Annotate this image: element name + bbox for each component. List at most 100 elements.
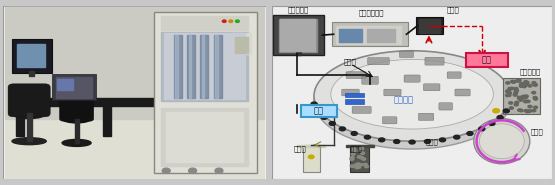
FancyBboxPatch shape (367, 58, 389, 65)
Ellipse shape (314, 53, 510, 149)
Bar (29, 71, 34, 76)
Circle shape (440, 138, 446, 142)
Bar (161, 16, 248, 30)
Bar (202, 35, 204, 98)
Circle shape (507, 94, 511, 96)
Circle shape (528, 85, 532, 87)
Circle shape (467, 132, 473, 135)
Text: 選別: 選別 (314, 107, 324, 116)
FancyBboxPatch shape (404, 75, 420, 82)
Circle shape (514, 88, 518, 90)
Text: 搬送板: 搬送板 (344, 58, 356, 65)
Bar (345, 100, 365, 104)
Bar (367, 29, 395, 42)
FancyBboxPatch shape (154, 12, 257, 173)
Circle shape (506, 82, 510, 84)
Circle shape (311, 102, 317, 106)
Circle shape (509, 107, 513, 109)
Circle shape (350, 165, 354, 167)
FancyBboxPatch shape (352, 106, 371, 113)
Circle shape (351, 132, 357, 135)
Circle shape (309, 155, 314, 159)
Circle shape (509, 102, 513, 104)
Circle shape (355, 166, 359, 169)
Circle shape (533, 84, 537, 86)
Circle shape (379, 138, 385, 142)
Circle shape (533, 84, 537, 86)
Circle shape (533, 106, 537, 109)
Circle shape (533, 98, 538, 100)
Bar (303, 145, 320, 172)
Circle shape (510, 87, 514, 90)
Circle shape (493, 109, 500, 113)
Circle shape (364, 163, 367, 166)
Circle shape (489, 122, 495, 125)
Circle shape (223, 20, 226, 22)
Circle shape (506, 94, 509, 97)
FancyBboxPatch shape (274, 15, 324, 55)
Text: 制御モニタ: 制御モニタ (288, 6, 309, 13)
Circle shape (503, 109, 509, 113)
Circle shape (339, 127, 346, 131)
Text: 吸着穴: 吸着穴 (425, 139, 438, 145)
Circle shape (533, 96, 537, 99)
Ellipse shape (12, 138, 46, 145)
Circle shape (329, 122, 335, 125)
Circle shape (351, 153, 355, 155)
FancyBboxPatch shape (455, 89, 470, 96)
Ellipse shape (12, 108, 46, 119)
Bar (214, 35, 221, 98)
Circle shape (355, 165, 359, 168)
Bar (235, 37, 248, 53)
Circle shape (532, 82, 536, 84)
Circle shape (359, 164, 363, 166)
Bar (232, 33, 250, 54)
Circle shape (519, 83, 523, 85)
Bar (27, 113, 32, 141)
Bar (13, 98, 171, 106)
Circle shape (506, 90, 510, 92)
Circle shape (519, 85, 523, 87)
FancyBboxPatch shape (503, 78, 539, 114)
Circle shape (517, 96, 521, 99)
FancyBboxPatch shape (342, 89, 359, 96)
Circle shape (235, 20, 239, 22)
FancyBboxPatch shape (59, 95, 94, 121)
Circle shape (361, 152, 365, 154)
Circle shape (514, 89, 518, 92)
Circle shape (532, 109, 536, 112)
Ellipse shape (480, 124, 524, 159)
Bar (189, 35, 191, 98)
Bar (280, 19, 315, 51)
FancyBboxPatch shape (12, 39, 52, 73)
Circle shape (497, 116, 503, 119)
FancyBboxPatch shape (332, 22, 408, 46)
FancyBboxPatch shape (423, 84, 440, 91)
Circle shape (353, 149, 357, 151)
FancyBboxPatch shape (400, 51, 413, 58)
Circle shape (360, 157, 364, 159)
Bar (336, 26, 401, 44)
FancyBboxPatch shape (418, 113, 434, 120)
Circle shape (525, 81, 529, 84)
Text: 回収部: 回収部 (350, 146, 362, 152)
Circle shape (511, 80, 514, 83)
Bar (188, 35, 195, 98)
Bar (350, 145, 369, 172)
Circle shape (508, 88, 512, 90)
Circle shape (364, 135, 371, 139)
Bar (103, 105, 111, 136)
Bar (161, 32, 248, 101)
Ellipse shape (62, 139, 91, 146)
Bar (200, 35, 209, 98)
FancyBboxPatch shape (362, 76, 379, 84)
Circle shape (515, 101, 519, 104)
FancyBboxPatch shape (382, 117, 397, 124)
Circle shape (162, 168, 170, 173)
Circle shape (514, 91, 518, 94)
Circle shape (526, 100, 530, 103)
Circle shape (425, 140, 431, 143)
Circle shape (526, 110, 529, 113)
Bar (6, 7, 264, 119)
Circle shape (528, 110, 532, 112)
